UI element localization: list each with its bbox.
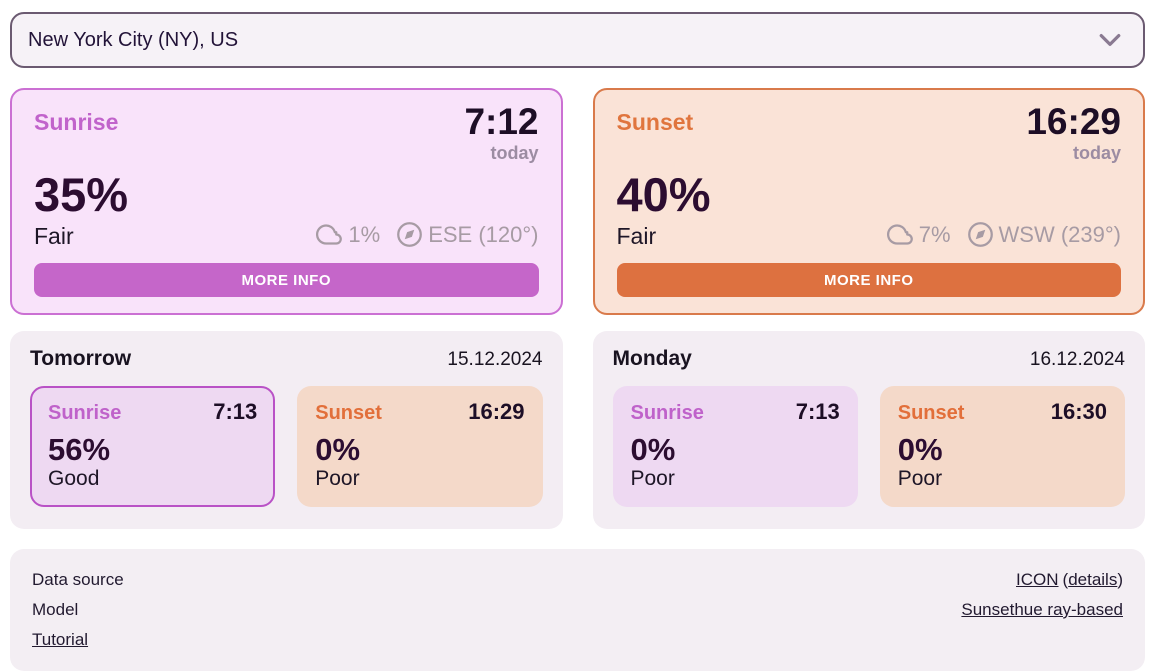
sunrise-quality-pct: 35% — [34, 168, 129, 221]
mini-sunrise-label: Sunrise — [630, 402, 704, 424]
sunset-wind-value: WSW (239°) — [998, 221, 1121, 247]
model-link[interactable]: Sunsethue ray-based — [961, 600, 1123, 619]
mini-sunrise-pct: 56% — [48, 432, 111, 467]
sunrise-more-info-button[interactable]: MORE INFO — [34, 263, 539, 297]
footer-info-card: Data source ICON (details) Model Sunsethu… — [10, 549, 1145, 671]
cloud-icon — [886, 224, 913, 245]
day-date: 15.12.2024 — [447, 349, 543, 370]
footer-row-tutorial: Tutorial — [32, 625, 1123, 655]
sunset-card-title: Sunset — [616, 109, 694, 135]
mini-sunset-time: 16:30 — [1050, 399, 1107, 424]
day-card-tomorrow-minis: Sunrise 7:13 56% Good Sunset 16:29 0% Po… — [30, 386, 543, 507]
sunset-metrics: 7% WSW (239°) — [886, 221, 1121, 250]
sunrise-time: 7:12 — [464, 101, 539, 142]
day-card-tomorrow-header: Tomorrow 15.12.2024 — [30, 347, 543, 371]
sunset-quality-block: 40% Fair — [617, 171, 711, 250]
sunset-time: 16:29 — [1026, 101, 1121, 142]
sunset-more-info-button[interactable]: MORE INFO — [616, 263, 1121, 297]
day-card-tomorrow: Tomorrow 15.12.2024 Sunrise 7:13 56% Goo… — [10, 331, 563, 529]
mini-card-header: Sunrise 7:13 — [631, 399, 840, 425]
day-card-monday: Monday 16.12.2024 Sunrise 7:13 0% Poor S… — [592, 331, 1145, 529]
day-card-monday-header: Monday 16.12.2024 — [613, 347, 1126, 371]
sunrise-time-block: 7:12 today — [464, 101, 539, 164]
mini-card-sunrise: Sunrise 7:13 0% Poor — [612, 386, 858, 507]
day-date: 16.12.2024 — [1029, 349, 1125, 370]
model-label: Model — [32, 600, 79, 619]
mini-sunrise-time: 7:13 — [795, 399, 840, 424]
sunrise-wind-value: ESE (120°) — [428, 221, 539, 247]
sunset-card-header: Sunset 16:29 today — [616, 101, 1122, 164]
mini-sunset-pct: 0% — [315, 432, 361, 467]
mini-card-sunrise: Sunrise 7:13 56% Good — [30, 386, 276, 507]
mini-sunrise-label: Sunrise — [48, 402, 122, 424]
mini-card-header: Sunset 16:29 — [315, 399, 524, 425]
sunrise-cloud-metric: 1% — [316, 221, 380, 248]
mini-card-sunset: Sunset 16:29 0% Poor — [297, 386, 543, 507]
sunrise-card-title: Sunrise — [34, 109, 119, 135]
footer-row-data-source: Data source ICON (details) — [32, 565, 1123, 595]
paren-open: ( — [1062, 570, 1069, 589]
mini-sunrise-pct: 0% — [630, 432, 676, 467]
mini-sunrise-quality: Poor — [630, 467, 675, 490]
upcoming-days-row: Tomorrow 15.12.2024 Sunrise 7:13 56% Goo… — [10, 331, 1145, 529]
sunrise-day-label: today — [490, 142, 539, 163]
mini-sunrise-time: 7:13 — [213, 399, 258, 424]
mini-sunset-label: Sunset — [897, 402, 965, 424]
data-source-value: ICON (details) — [1016, 565, 1123, 595]
mini-sunset-quality: Poor — [315, 467, 360, 490]
compass-icon — [397, 222, 423, 247]
sunset-quality-label: Fair — [616, 223, 657, 249]
sunset-day-label: today — [1072, 142, 1121, 163]
day-title: Tomorrow — [30, 347, 132, 370]
paren-close: ) — [1117, 570, 1123, 589]
sunrise-metrics: 1% ESE (120°) — [316, 221, 539, 250]
day-title: Monday — [612, 347, 692, 370]
sunrise-quality-block: 35% Fair — [34, 171, 128, 250]
details-link[interactable]: details — [1068, 570, 1118, 589]
sunrise-cloud-value: 1% — [348, 221, 381, 247]
compass-icon — [967, 222, 993, 247]
today-forecast-row: Sunrise 7:12 today 35% Fair 1% — [10, 88, 1145, 315]
sunset-cloud-metric: 7% — [886, 221, 951, 248]
sunrise-card-header: Sunrise 7:12 today — [34, 101, 539, 164]
sunrise-card: Sunrise 7:12 today 35% Fair 1% — [10, 88, 563, 315]
sunset-time-block: 16:29 today — [1026, 101, 1121, 164]
data-source-label: Data source — [32, 570, 124, 589]
sunrise-quality-label: Fair — [34, 223, 74, 249]
sunset-card-body: 40% Fair 7% WSW (239°) — [617, 171, 1122, 250]
sunset-quality-pct: 40% — [616, 168, 711, 221]
day-card-monday-minis: Sunrise 7:13 0% Poor Sunset 16:30 0% Poo… — [612, 386, 1125, 507]
mini-card-sunset: Sunset 16:30 0% Poor — [879, 386, 1125, 507]
sunrise-wind-metric: ESE (120°) — [396, 221, 539, 248]
cloud-icon — [316, 224, 343, 245]
icon-model-link[interactable]: ICON — [1016, 570, 1059, 589]
mini-sunset-pct: 0% — [897, 432, 943, 467]
mini-sunset-label: Sunset — [315, 402, 382, 424]
chevron-down-icon — [1099, 34, 1121, 46]
sunset-card: Sunset 16:29 today 40% Fair 7% — [592, 88, 1145, 315]
mini-sunrise-quality: Good — [48, 467, 100, 490]
location-dropdown[interactable]: New York City (NY), US — [10, 12, 1145, 68]
mini-card-header: Sunrise 7:13 — [48, 399, 257, 425]
mini-sunset-quality: Poor — [897, 467, 943, 490]
mini-sunset-time: 16:29 — [468, 399, 525, 424]
mini-card-header: Sunset 16:30 — [898, 399, 1107, 425]
location-value: New York City (NY), US — [28, 28, 239, 51]
sunset-cloud-value: 7% — [918, 221, 951, 247]
sunrise-card-body: 35% Fair 1% ESE (120°) — [34, 171, 539, 250]
footer-row-model: Model Sunsethue ray-based — [32, 595, 1123, 625]
tutorial-link[interactable]: Tutorial — [32, 630, 89, 649]
sunset-wind-metric: WSW (239°) — [967, 221, 1121, 248]
